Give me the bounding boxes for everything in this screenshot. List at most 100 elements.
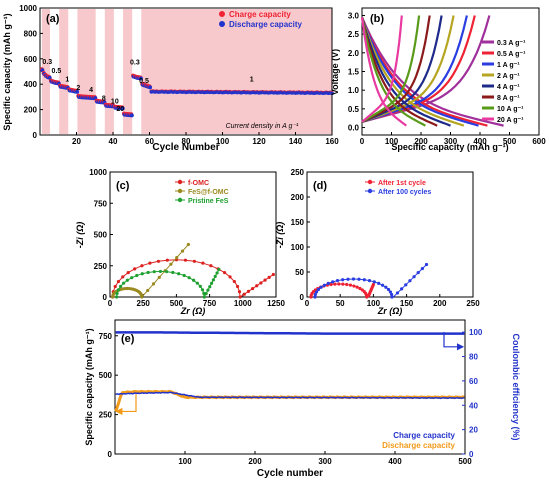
xtick-label: 500 (458, 457, 472, 466)
ytick-label: 3.0 (348, 11, 360, 20)
plot-frame-d (306, 171, 474, 298)
rate-label: 2 (76, 85, 80, 92)
xlabel-e: Cycle number (257, 468, 323, 479)
impedance-arc (116, 270, 205, 298)
legend-d: After 1st cycle After 100 cycles (365, 179, 431, 196)
xtick-label: 300 (318, 457, 332, 466)
legend-entry: 0.3 A g⁻¹ (497, 40, 526, 47)
ytick-label: 1.5 (348, 68, 360, 77)
discharge-curve (360, 17, 407, 127)
ylabel-a: Specific capacity (mAh g⁻¹) (2, 13, 12, 130)
discharge-curve (360, 16, 479, 127)
data-marks-e (114, 331, 465, 416)
legend-entry: 1 A g⁻¹ (497, 62, 520, 69)
legend-entry: 2 A g⁻¹ (497, 73, 520, 80)
xtick-label: 160 (325, 137, 339, 146)
legend-entry: 10 A g⁻¹ (497, 106, 524, 113)
ytick-label: 250 (99, 411, 113, 420)
ylabel-e: Specific capacity (mAh g⁻¹) (84, 328, 94, 445)
legend-marker-charge-a (219, 11, 225, 17)
impedance-arc (314, 278, 393, 298)
y2tick-label: 80 (469, 353, 478, 362)
xtick-label: 500 (170, 299, 184, 308)
y2tick-label: 100 (469, 328, 483, 337)
impedance-arc (112, 287, 143, 298)
legend-discharge-a: Discharge capacity (229, 20, 302, 29)
panel-b: 0.0 0.5 1.0 1.5 2.0 2.5 3.0 0 100 200 300 400 500 600… (330, 7, 546, 152)
legend-entry: Pristine FeS (188, 198, 229, 205)
legend-entry: 0.5 A g⁻¹ (497, 51, 526, 58)
ylabel-d: -Zi (Ω) (275, 222, 285, 249)
xtick-label: 300 (444, 137, 458, 146)
xtick-label: 80 (182, 137, 191, 146)
rate-label: 1 (65, 77, 69, 84)
rate-label: 8 (102, 96, 106, 103)
ytick-label: 1000 (89, 168, 107, 177)
impedance-point (313, 295, 317, 299)
discharge-axis-arrow (115, 394, 137, 416)
ytick-label: 250 (291, 168, 305, 177)
ytick-label: 50 (295, 268, 304, 277)
ytick-label: 2.0 (348, 49, 360, 58)
ytick-label: 750 (99, 332, 113, 341)
xtick-label: 200 (414, 137, 428, 146)
ytick-label: 2.5 (348, 30, 360, 39)
ytick-label: 200 (291, 193, 305, 202)
ytick-label: 150 (291, 218, 305, 227)
xtick-label: 0 (305, 299, 310, 308)
legend-entry: After 100 cycles (378, 189, 431, 196)
rate-label: 0.5 (139, 78, 149, 85)
xtick-label: 140 (289, 137, 303, 146)
xtick-label: 60 (145, 137, 154, 146)
panel-c: 0 250 500 750 1000 0 250 500 750 1000 1250 (c) Zr … (75, 168, 285, 316)
legend-charge-e: Charge capacity (393, 431, 455, 440)
discharge-curve (360, 17, 426, 127)
ytick-label: 750 (94, 199, 108, 208)
ytick-label: 100 (291, 243, 305, 252)
ylabel-c: -Zi (Ω) (75, 222, 85, 249)
xtick-label: 0 (108, 299, 113, 308)
rate-band (77, 9, 96, 134)
data-marks-d (309, 262, 429, 299)
legend-entry: f-OMC (188, 180, 209, 187)
discharge-point (330, 91, 334, 96)
xtick-label: 50 (336, 299, 345, 308)
panel-label-a: (a) (46, 13, 60, 25)
xlabel-c: Zr (Ω) (180, 306, 206, 316)
data-marks-c (111, 242, 275, 299)
axis-ticks-e: 0 250 500 750 0 20 40 60 80 100 100 200 300 400 500 (99, 328, 483, 466)
discharge-curve (360, 17, 438, 127)
ytick-label: 200 (24, 106, 38, 115)
axis-ticks-b: 0.0 0.5 1.0 1.5 2.0 2.5 3.0 0 100 200 300 400 500 600 (348, 11, 546, 146)
warburg-tail (141, 244, 189, 298)
xtick-label: 1000 (234, 299, 252, 308)
panel-label-e: (e) (121, 333, 135, 345)
xlabel-a: Cycle Number (152, 142, 219, 153)
xtick-label: 100 (216, 137, 230, 146)
xtick-label: 400 (473, 137, 487, 146)
warburg-tail (239, 274, 274, 298)
discharge-point (148, 85, 153, 90)
rate-label: 1 (250, 77, 254, 84)
rate-label: 20 (116, 106, 124, 113)
impedance-arc (310, 283, 368, 298)
discharge-curve (360, 17, 451, 127)
xtick-label: 400 (388, 457, 402, 466)
ytick-label: 800 (24, 29, 38, 38)
xtick-label: 250 (466, 299, 480, 308)
xlabel-d: Zr (Ω) (377, 306, 403, 316)
y2tick-label: 40 (469, 401, 478, 410)
ytick-label: 0 (103, 293, 108, 302)
data-marks-b (360, 15, 504, 127)
discharge-point (129, 113, 134, 118)
annotation-a: Current density in A g⁻¹ (226, 123, 299, 130)
axis-ticks-d: 0 50 100 150 200 250 0 50 100 150 200 250 (291, 168, 481, 308)
ytick-label: 0 (300, 293, 305, 302)
discharge-curve (360, 16, 488, 127)
legend-entry: 4 A g⁻¹ (497, 84, 520, 91)
xtick-label: 100 (367, 299, 381, 308)
